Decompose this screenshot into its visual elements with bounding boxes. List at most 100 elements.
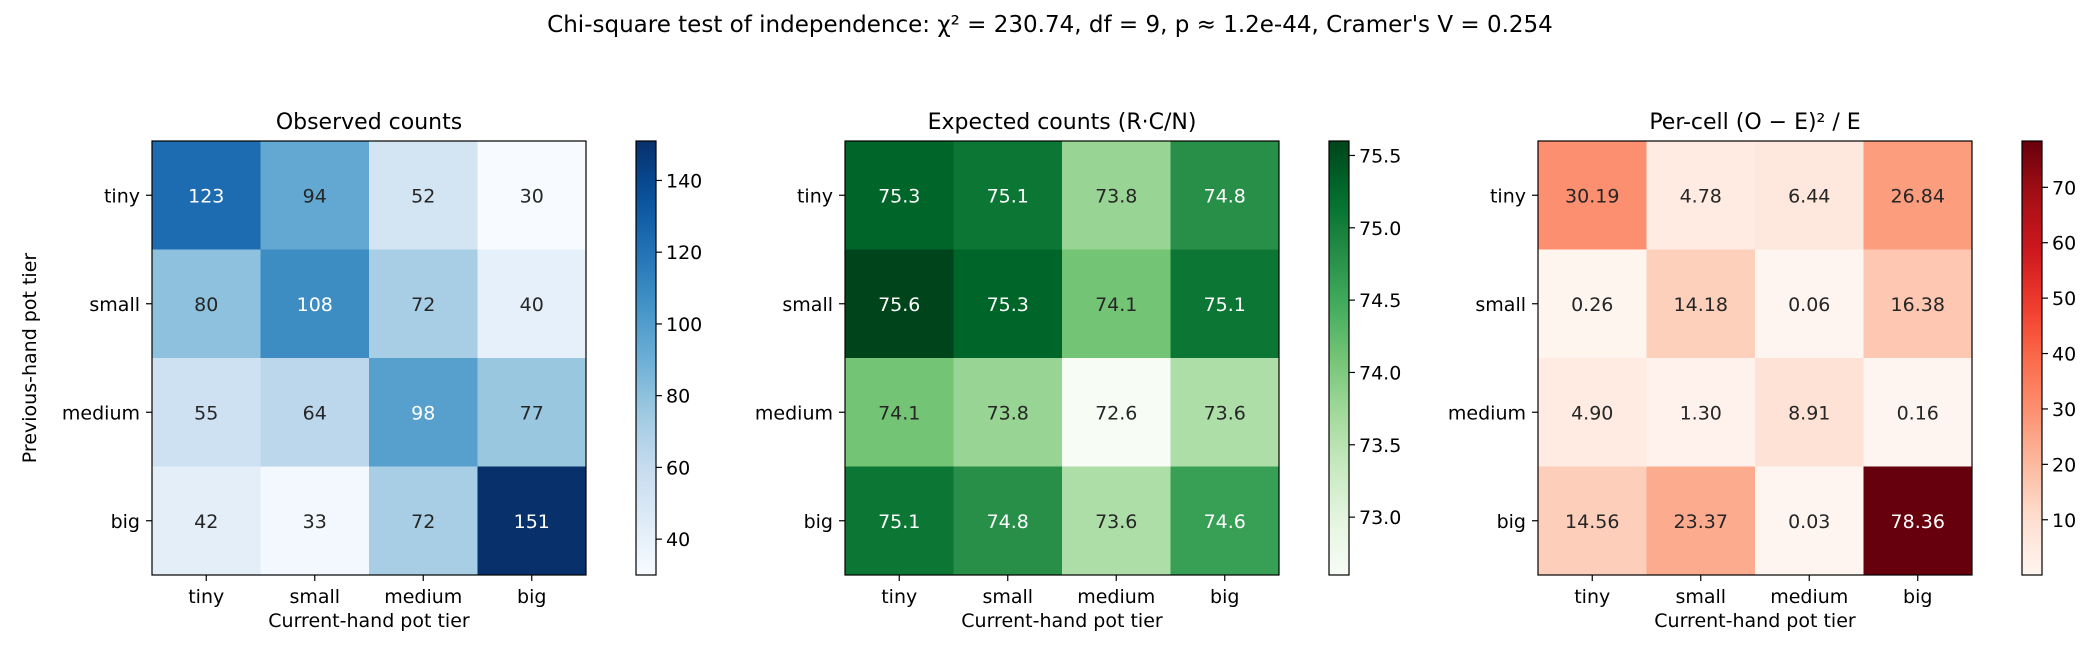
cell-label: 73.6 [1204,402,1246,424]
heatmap-cell [1538,249,1647,359]
heatmap-cell [369,358,478,467]
heatmap-cell [1646,466,1756,576]
y-tick-label: big [111,511,140,533]
heatmap-cell [845,466,954,576]
heatmap-cell [1646,141,1756,250]
colorbar-tick-label: 74.0 [1359,362,1401,384]
cell-label: 73.8 [1095,185,1137,207]
cell-label: 8.91 [1788,402,1830,424]
cell-label: 73.6 [1095,511,1137,533]
heatmap-cell [1062,249,1171,359]
y-tick-label: medium [62,402,140,424]
cell-label: 74.8 [987,511,1029,533]
x-axis-label: Current-hand pot tier [1654,610,1856,632]
colorbar [635,140,657,576]
plot-frame [1537,140,1973,576]
cell-label: 151 [514,511,550,533]
heatmap-cell [1170,249,1280,359]
panel-title: Per-cell (O − E)² / E [1649,110,1860,135]
cell-label: 4.90 [1571,402,1613,424]
colorbar-tick-label: 20 [2052,454,2076,476]
cell-label: 40 [520,294,544,316]
panel-title: Expected counts (R·C/N) [928,110,1197,135]
colorbar-tick-label: 40 [2052,344,2076,366]
cell-label: 4.78 [1680,185,1722,207]
panel-title: Observed counts [276,110,462,135]
heatmap-cell [953,466,1063,576]
y-tick-label: tiny [104,185,140,207]
heatmap-cell [369,141,478,250]
heatmap-cell [953,249,1063,359]
cell-label: 108 [297,294,333,316]
figure-suptitle: Chi-square test of independence: χ² = 23… [547,12,1553,38]
cell-label: 0.16 [1897,402,1939,424]
cell-label: 26.84 [1891,185,1945,207]
heatmap-cell [1062,358,1171,467]
heatmap-cell [260,249,370,359]
x-tick-label: small [289,586,340,608]
heatmap-cell [152,358,261,467]
heatmap-cell [1538,141,1647,250]
x-tick-label: small [982,586,1033,608]
y-tick-label: tiny [797,185,833,207]
cell-label: 75.1 [878,511,920,533]
heatmap-cell [1863,358,1973,467]
cell-label: 55 [194,402,218,424]
cell-label: 73.8 [987,402,1029,424]
y-tick-label: medium [1448,402,1526,424]
colorbar-tick-label: 80 [666,386,690,408]
heatmap-cell [1538,358,1647,467]
heatmap-cell [260,358,370,467]
cell-label: 98 [411,402,435,424]
cell-label: 74.6 [1204,511,1246,533]
y-tick-label: big [1497,511,1526,533]
cell-label: 123 [188,185,224,207]
cell-label: 0.03 [1788,511,1830,533]
x-tick-label: tiny [1574,586,1610,608]
cell-label: 80 [194,294,218,316]
heatmap-cell [369,466,478,576]
cell-label: 72 [411,511,435,533]
y-axis-label: Previous-hand pot tier [19,253,41,464]
cell-label: 64 [303,402,327,424]
x-tick-label: big [1210,586,1239,608]
heatmap-cell [1863,141,1973,250]
heatmap-cell [1170,141,1280,250]
colorbar-tick-label: 73.0 [1359,507,1401,529]
cell-label: 75.3 [878,185,920,207]
heatmap-cell [477,249,587,359]
heatmap-cell [845,141,954,250]
heatmap-cell [1170,358,1280,467]
x-tick-label: small [1675,586,1726,608]
x-tick-label: tiny [881,586,917,608]
colorbar-tick-label: 100 [666,314,702,336]
colorbar-tick-label: 60 [666,457,690,479]
cell-label: 77 [520,402,544,424]
y-tick-label: small [782,294,833,316]
colorbar-tick-label: 40 [666,529,690,551]
y-tick-label: medium [755,402,833,424]
heatmap-cell [152,141,261,250]
heatmap-cell [1170,466,1280,576]
cell-label: 75.6 [878,294,920,316]
cell-label: 14.18 [1674,294,1728,316]
cell-label: 30.19 [1565,185,1619,207]
colorbar-tick-label: 73.5 [1359,435,1401,457]
heatmap-cell [1062,466,1171,576]
colorbar-tick-label: 70 [2052,177,2076,199]
heatmap-cell [1755,249,1864,359]
heatmap-cell [260,466,370,576]
heatmap-cell [1538,466,1647,576]
cell-label: 0.06 [1788,294,1830,316]
cell-label: 42 [194,511,218,533]
x-tick-label: big [1903,586,1932,608]
cell-label: 78.36 [1891,511,1945,533]
cell-label: 94 [303,185,327,207]
heatmap-cell [953,141,1063,250]
cell-label: 74.1 [1095,294,1137,316]
heatmap-cell [477,141,587,250]
heatmap-cell [477,358,587,467]
plot-frame [844,140,1280,576]
x-axis-label: Current-hand pot tier [961,610,1163,632]
